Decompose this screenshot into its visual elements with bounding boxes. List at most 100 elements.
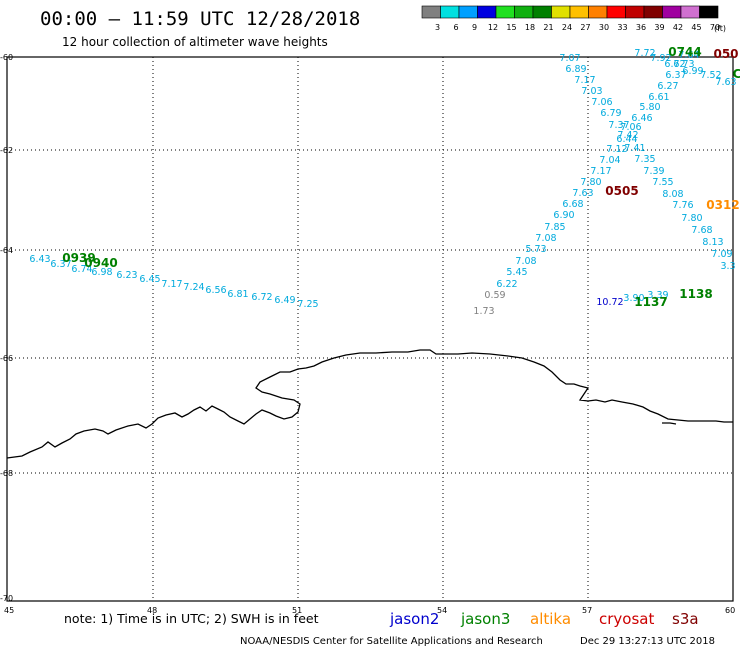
color-label-0: 3 bbox=[435, 23, 440, 32]
color-label-14: 45 bbox=[691, 23, 701, 32]
wave-height-label: 0.59 bbox=[484, 290, 505, 301]
credit-line: NOAA/NESDIS Center for Satellite Applica… bbox=[240, 636, 543, 647]
color-label-5: 18 bbox=[525, 23, 535, 32]
legend-jason3: jason3 bbox=[460, 610, 510, 628]
wave-height-label: 7.42 bbox=[617, 130, 638, 141]
color-label-9: 30 bbox=[599, 23, 609, 32]
wave-height-label: 6.61 bbox=[648, 92, 669, 103]
lat-label-64: -64 bbox=[0, 246, 13, 255]
lon-label-48: 48 bbox=[147, 606, 157, 615]
lat-label-68: -68 bbox=[0, 469, 13, 478]
map-subtitle: 12 hour collection of altimeter wave hei… bbox=[62, 35, 328, 49]
wave-height-label: 7.37 bbox=[608, 120, 629, 131]
wave-height-label: 6.23 bbox=[116, 270, 137, 281]
wave-height-label: 7.80 bbox=[681, 213, 702, 224]
color-swatch-9 bbox=[588, 5, 608, 19]
wave-height-label: 7.12 bbox=[606, 144, 627, 155]
wave-height-label: 7.64 bbox=[678, 50, 699, 61]
color-label-12: 39 bbox=[654, 23, 664, 32]
wave-height-label: 6.90 bbox=[553, 210, 574, 221]
color-scale-legend: 3 6 9 12 15 18 21 24 27 30 33 36 39 42 45 70 bbox=[421, 5, 720, 32]
pass-time-label: 1137 bbox=[634, 295, 667, 309]
lon-label-45: 45 bbox=[4, 606, 14, 615]
wave-height-label: 7.92 bbox=[650, 53, 671, 64]
map-frame bbox=[6, 56, 734, 602]
wave-height-label: 7.17 bbox=[161, 279, 182, 290]
wave-height-label: 7.03 bbox=[581, 86, 602, 97]
wave-height-label: 7.80 bbox=[580, 177, 601, 188]
color-label-4: 15 bbox=[506, 23, 516, 32]
wave-height-label: 5.45 bbox=[506, 267, 527, 278]
wave-height-label: 3.3 bbox=[720, 261, 735, 272]
generated-timestamp: Dec 29 13:27:13 UTC 2018 bbox=[580, 636, 715, 647]
wave-height-label: 6.37 bbox=[665, 70, 686, 81]
pass-time-label: 0940 bbox=[84, 256, 117, 270]
wave-height-label: 3.39 bbox=[647, 290, 668, 301]
wave-height-label: 7.76 bbox=[672, 200, 693, 211]
color-swatch-12 bbox=[643, 5, 663, 19]
lon-label-60: 60 bbox=[725, 606, 735, 615]
wave-height-label: 7.24 bbox=[183, 282, 204, 293]
wave-height-label: 7.35 bbox=[634, 154, 655, 165]
wave-height-observations: 7.076.897.177.037.066.797.377.067.426.44… bbox=[29, 48, 736, 317]
color-swatch-8 bbox=[569, 5, 589, 19]
wave-height-label: 6.44 bbox=[616, 134, 637, 145]
wave-height-label: 7.25 bbox=[297, 299, 318, 310]
color-swatch-11 bbox=[625, 5, 645, 19]
color-swatch-14 bbox=[680, 5, 700, 19]
color-swatch-13 bbox=[662, 5, 682, 19]
color-label-10: 33 bbox=[617, 23, 627, 32]
graticule bbox=[7, 57, 733, 601]
wave-height-label: 6.72 bbox=[251, 292, 272, 303]
lat-label-66: -66 bbox=[0, 354, 13, 363]
wave-height-label: 6.45 bbox=[139, 274, 160, 285]
color-label-1: 6 bbox=[453, 23, 458, 32]
wave-height-label: 7.09 bbox=[711, 249, 732, 260]
color-scale-unit: (ft) bbox=[714, 24, 726, 33]
wave-height-label: 6.99 bbox=[682, 66, 703, 77]
wave-height-label: 6.89 bbox=[565, 64, 586, 75]
lon-label-54: 54 bbox=[437, 606, 447, 615]
wave-height-label: 7.06 bbox=[620, 122, 641, 133]
lon-label-51: 51 bbox=[292, 606, 302, 615]
wave-height-label: 6.49 bbox=[274, 295, 295, 306]
wave-height-label: 7.17 bbox=[574, 75, 595, 86]
wave-height-label: 7.17 bbox=[590, 166, 611, 177]
wave-height-label: 8.08 bbox=[662, 189, 683, 200]
pass-time-label: 050 bbox=[713, 47, 738, 61]
wave-height-label: 6.79 bbox=[600, 108, 621, 119]
wave-height-label: 7.85 bbox=[544, 222, 565, 233]
wave-height-label: 6.22 bbox=[496, 279, 517, 290]
legend-altika: altika bbox=[530, 610, 571, 628]
legend-jason2: jason2 bbox=[389, 610, 439, 628]
color-swatch-4 bbox=[495, 5, 515, 19]
wave-height-label: 5.80 bbox=[639, 102, 660, 113]
wave-height-label: 7.52 bbox=[700, 70, 721, 81]
color-label-11: 36 bbox=[636, 23, 646, 32]
pass-time-label: 1138 bbox=[679, 287, 712, 301]
footnote: note: 1) Time is in UTC; 2) SWH is in fe… bbox=[64, 611, 319, 626]
lon-label-57: 57 bbox=[582, 606, 592, 615]
wave-height-label: 7.55 bbox=[652, 177, 673, 188]
wave-height-label: 6.68 bbox=[562, 199, 583, 210]
wave-height-label: 7.63 bbox=[572, 188, 593, 199]
pass-time-label: 0505 bbox=[605, 184, 638, 198]
color-label-13: 42 bbox=[673, 23, 683, 32]
wave-height-label: 6.81 bbox=[227, 289, 248, 300]
wave-height-label: 6.27 bbox=[657, 81, 678, 92]
wave-height-label: 7.04 bbox=[599, 155, 620, 166]
color-swatch-7 bbox=[551, 5, 571, 19]
legend-s3a: s3a bbox=[672, 610, 699, 628]
color-label-6: 21 bbox=[543, 23, 553, 32]
color-label-7: 24 bbox=[562, 23, 572, 32]
map-title: 00:00 – 11:59 UTC 12/28/2018 bbox=[40, 8, 360, 30]
color-swatch-3 bbox=[477, 5, 497, 19]
color-swatch-1 bbox=[440, 5, 460, 19]
wave-height-label: 3.90 bbox=[623, 293, 644, 304]
color-swatch-0 bbox=[421, 5, 441, 19]
wave-height-label: 6.98 bbox=[91, 267, 112, 278]
wave-height-label: 7.08 bbox=[515, 256, 536, 267]
color-label-15: 70 bbox=[710, 23, 720, 32]
color-label-8: 27 bbox=[580, 23, 590, 32]
